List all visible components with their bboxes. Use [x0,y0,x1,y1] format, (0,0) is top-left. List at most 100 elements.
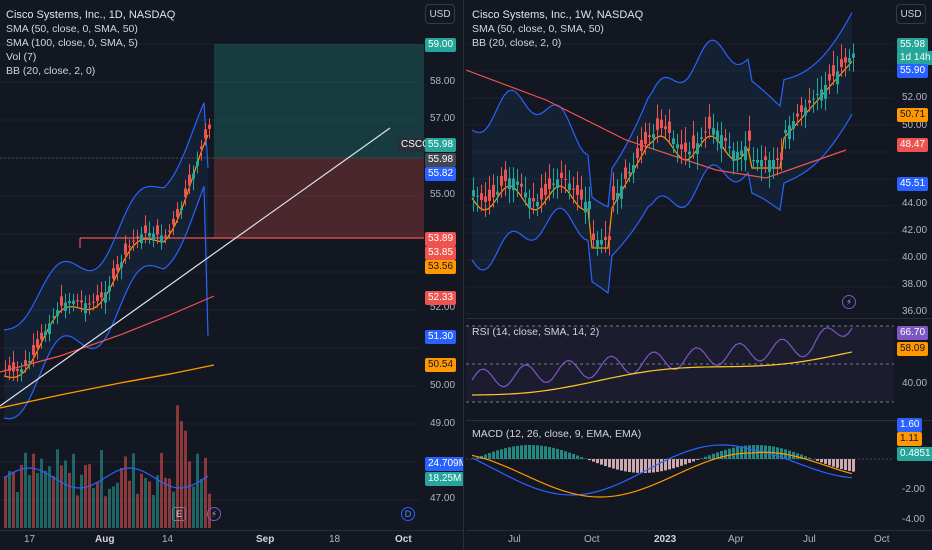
macd-hist-bar [572,454,575,459]
rsi-ma-line [471,351,853,396]
weekly-candle-body [620,186,623,199]
macd-hist-bar [536,445,539,459]
loss-zone [214,158,424,238]
macd-hist-bar [852,459,855,472]
weekly-candle-body [736,151,739,160]
weekly-candle-body [488,189,491,201]
weekly-chart-canvas[interactable] [466,0,932,550]
weekly-chart-pane[interactable]: Cisco Systems, Inc., 1W, NASDAQ SMA (50,… [466,0,932,550]
macd-hist-bar [540,445,543,459]
dividend-marker-icon[interactable]: D [401,507,415,521]
candle-body [160,235,163,243]
volume-bar [124,456,127,528]
weekly-candle-body [508,178,511,190]
weekly-candle-body [484,196,487,202]
macd-hist-bar [700,458,703,459]
macd-hist-bar [804,456,807,459]
rsi-separator[interactable] [466,318,932,319]
macd-hist-bar [488,452,491,459]
volume-bar [92,487,95,528]
macd-hist-bar [684,459,687,465]
weekly-candle-body [756,160,759,163]
weekly-candle-body [492,184,495,198]
volume-bar [204,457,207,528]
macd-hist-bar [516,445,519,459]
volume-bar [20,464,23,528]
daily-time-oct: Oct [395,534,412,545]
macd-hist-bar [524,445,527,459]
daily-chart-pane[interactable]: Cisco Systems, Inc., 1D, NASDAQ SMA (50,… [0,0,464,550]
candle-body [112,268,115,279]
daily-volume-tag: 24.709M [425,457,463,471]
daily-legend-bb[interactable]: BB (20, close, 2, 0) [6,65,96,77]
macd-hist-tag: 0.4851 [897,447,932,461]
profit-zone [214,44,424,158]
weekly-candle-body [588,201,591,210]
earnings-marker-icon[interactable]: E [172,507,186,521]
rsi-value-tag: 66.70 [897,326,929,340]
daily-legend-sma100[interactable]: SMA (100, close, 0, SMA, 5) [6,37,138,49]
weekly-candle-body [516,181,519,185]
volume-bar [152,494,155,528]
weekly-candle-body [604,236,607,240]
daily-legend-volume[interactable]: Vol (7) [6,51,37,63]
weekly-axis-44: 44.00 [902,198,928,209]
macd-hist-bar [680,459,683,466]
daily-currency-button[interactable]: USD [425,4,455,24]
volume-bar [4,476,7,528]
candle-body [32,345,35,355]
weekly-time-jul2: Jul [803,534,816,545]
daily-bb-mid-tag: 53.56 [425,260,457,274]
daily-chart-canvas[interactable] [0,0,464,550]
macd-hist-bar [844,459,847,471]
candle-body [196,161,199,166]
weekly-legend-sma50[interactable]: SMA (50, close, 0, SMA, 50) [472,23,604,35]
weekly-candle-body [824,85,827,99]
daily-axis-57: 57.00 [430,113,456,124]
weekly-candle-body [528,197,531,209]
macd-hist-bar [836,459,839,468]
rsi-legend[interactable]: RSI (14, close, SMA, 14, 2) [472,326,600,338]
weekly-candle-body [536,201,539,207]
weekly-candle-body [672,138,675,145]
weekly-bb-lower-tag: 45.51 [897,177,929,191]
macd-hist-bar [576,455,579,459]
weekly-candle-body [556,179,559,188]
macd-separator[interactable] [466,420,932,421]
daily-volume-ma-tag: 18.25M [425,472,463,486]
weekly-candle-body [668,121,671,133]
candle-body [24,360,27,366]
macd-hist-bar [720,451,723,459]
weekly-close-tag: 55.98 [897,38,929,52]
volume-bar [48,466,51,528]
candle-body [8,365,11,371]
macd-hist-bar [476,457,479,459]
daily-sma100-tag: 52.33 [425,291,457,305]
macd-hist-bar [832,459,835,467]
weekly-legend-bb[interactable]: BB (20, close, 2, 0) [472,37,562,49]
daily-legend-sma50[interactable]: SMA (50, close, 0, SMA, 50) [6,23,138,35]
weekly-candle-body [692,135,695,149]
weekly-currency-button[interactable]: USD [896,4,926,24]
weekly-flash-marker-icon[interactable]: ⚡ [842,295,856,309]
macd-axis-neg2: -2.00 [902,484,925,495]
candle-body [28,361,31,363]
daily-time-axis[interactable] [0,530,463,550]
macd-hist-bar [520,445,523,459]
weekly-time-axis[interactable] [466,530,932,550]
volume-bar [164,477,167,528]
volume-bar [184,430,187,528]
flash-marker-icon[interactable]: ⚡ [207,507,221,521]
weekly-candle-body [656,118,659,130]
candle-body [192,173,195,179]
weekly-candle-body [828,73,831,81]
volume-bar [196,453,199,528]
candle-body [200,146,203,150]
macd-legend[interactable]: MACD (12, 26, close, 9, EMA, EMA) [472,428,642,440]
volume-bar [116,482,119,528]
volume-bar [44,470,47,528]
candle-body [208,124,211,129]
macd-hist-bar [668,459,671,470]
macd-hist-bar [712,453,715,459]
candle-body [56,310,59,317]
